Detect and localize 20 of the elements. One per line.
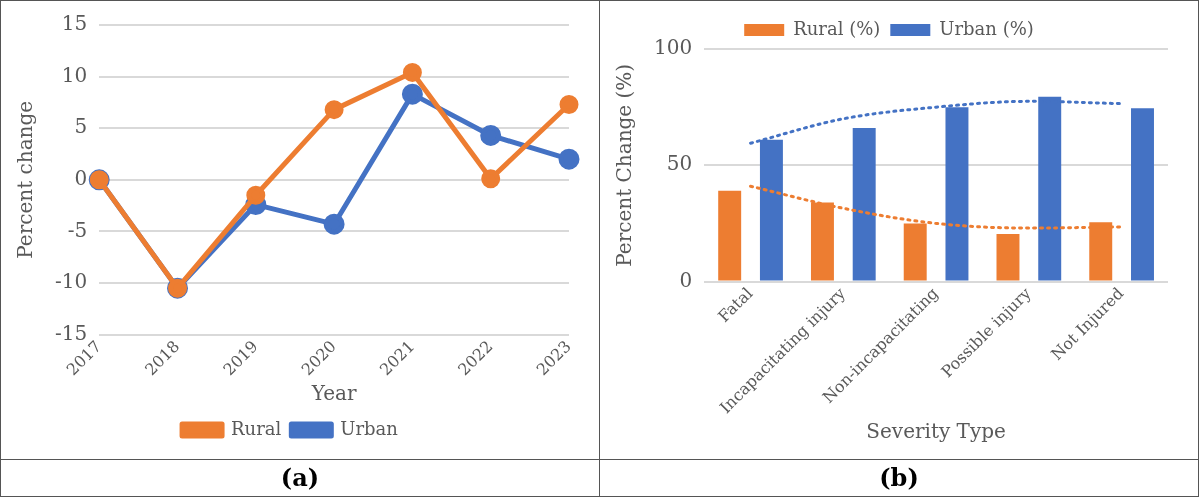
y-tick-label: 50 bbox=[666, 151, 693, 176]
text: (b) bbox=[600, 459, 1198, 496]
y-tick-label: -10 bbox=[54, 269, 88, 294]
y-axis-title: Percent Change (%) bbox=[612, 63, 637, 267]
legend-label: Rural (%) bbox=[793, 17, 881, 39]
y-tick-label: 10 bbox=[61, 62, 88, 87]
y-tick-label: -15 bbox=[54, 320, 88, 345]
y-tick-label: 0 bbox=[74, 166, 88, 191]
y-tick-label: 15 bbox=[61, 11, 88, 36]
text: (a) bbox=[1, 459, 599, 496]
y-axis-title: Percent change bbox=[13, 100, 38, 259]
legend-label: Urban (%) bbox=[939, 17, 1034, 39]
x-axis-title: Severity Type bbox=[866, 419, 1006, 444]
x-axis-title: Year bbox=[310, 381, 357, 406]
y-tick-label: 100 bbox=[653, 35, 693, 60]
y-tick-label: 0 bbox=[679, 267, 693, 292]
y-tick-label: 5 bbox=[74, 114, 88, 139]
legend-label: Rural bbox=[231, 417, 282, 439]
legend-label: Urban bbox=[340, 417, 399, 439]
y-tick-label: -5 bbox=[67, 217, 88, 242]
